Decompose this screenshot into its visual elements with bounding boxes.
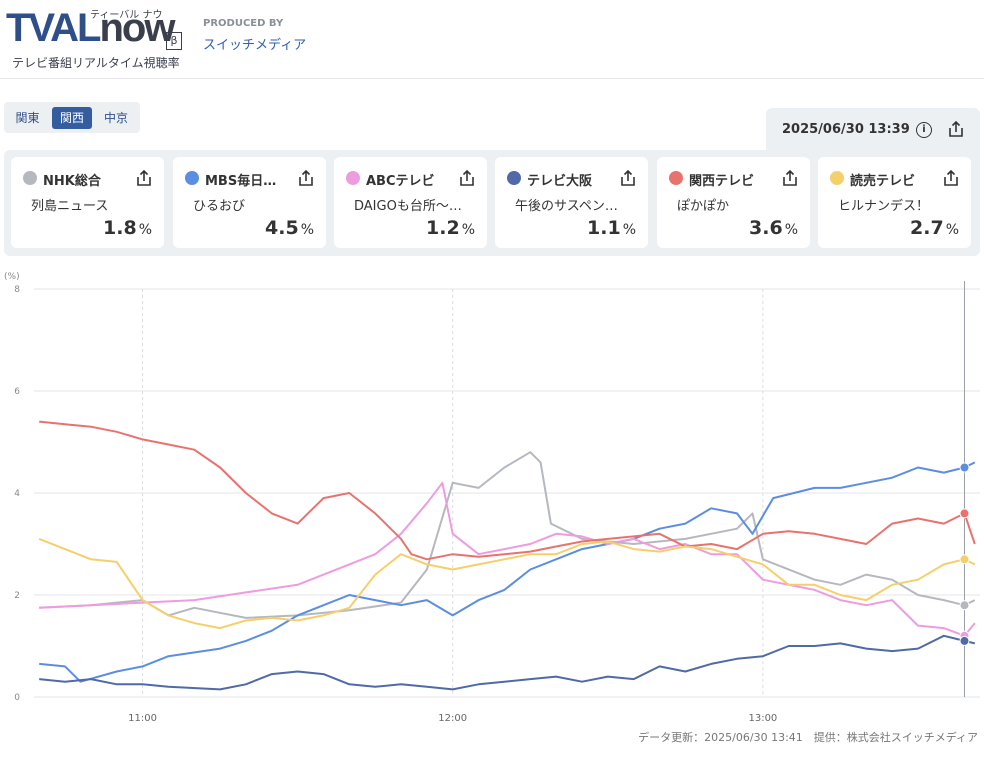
rating-value: 2.7% (910, 217, 959, 239)
info-icon[interactable]: i (916, 122, 932, 138)
series-line (38, 537, 976, 630)
program-title: ひるおび (193, 199, 246, 214)
share-icon[interactable] (942, 169, 960, 187)
rating-number: 4.5 (265, 217, 299, 239)
series-line (39, 420, 976, 561)
share-icon[interactable] (458, 169, 476, 187)
rating-unit: % (945, 222, 959, 238)
y-tick-label: 2 (14, 591, 20, 601)
tvalnow-logo[interactable]: TVALnow ティーバル ナウ β テレビ番組リアルタイム視聴率 (6, 4, 186, 70)
channel-name: MBS毎日… (205, 174, 277, 189)
y-tick-label: 0 (14, 693, 20, 703)
share-icon[interactable] (619, 169, 637, 187)
channel-color-dot (669, 171, 683, 185)
rating-unit: % (461, 222, 475, 238)
logo-wordmark: TVALnow (6, 6, 175, 50)
app-header: TVALnow ティーバル ナウ β テレビ番組リアルタイム視聴率 PRODUC… (0, 0, 984, 79)
tab-chukyo[interactable]: 中京 (103, 111, 128, 125)
program-title: 午後のサスペン… (515, 199, 618, 214)
channel-card[interactable]: 読売テレビ ヒルナンデス！ 2.7% (818, 157, 971, 248)
rating-unit: % (622, 222, 636, 238)
timestamp-box: 2025/06/30 13:39 i (766, 108, 980, 154)
channel-color-dot (23, 171, 37, 185)
series-line (39, 481, 976, 637)
logo-subtitle: テレビ番組リアルタイム視聴率 (12, 56, 180, 70)
produced-by-label: PRODUCED BY (203, 18, 284, 29)
channel-name: 読売テレビ (850, 174, 916, 189)
rating-number: 2.7 (910, 217, 944, 239)
tab-kanto[interactable]: 関東 (15, 111, 40, 125)
logo-text-now: now (99, 6, 175, 50)
share-icon[interactable] (947, 120, 965, 138)
rating-number: 1.8 (103, 217, 137, 239)
x-tick-label: 13:00 (748, 713, 777, 722)
channel-card[interactable]: テレビ大阪 午後のサスペン… 1.1% (495, 157, 648, 248)
rating-unit: % (300, 222, 314, 238)
share-icon[interactable] (135, 169, 153, 187)
channel-name: テレビ大阪 (527, 174, 593, 189)
channel-card[interactable]: MBS毎日… ひるおび 4.5% (173, 157, 326, 248)
channel-panel: NHK総合 列島ニュース 1.8% MBS毎日… ひるおび 4.5% ABCテレ… (4, 150, 980, 256)
rating-value: 1.1% (587, 217, 636, 239)
series-cursor-marker (959, 554, 970, 565)
channel-card[interactable]: ABCテレビ DAIGOも台所〜… 1.2% (334, 157, 487, 248)
rating-value: 1.8% (103, 217, 152, 239)
y-tick-label: 4 (14, 489, 20, 499)
share-icon[interactable] (297, 169, 315, 187)
tab-kansai[interactable]: 関西 (52, 107, 92, 129)
channel-name: 関西テレビ (689, 174, 755, 189)
channel-color-dot (346, 171, 360, 185)
program-title: ヒルナンデス！ (838, 199, 930, 214)
channel-name: ABCテレビ (366, 174, 435, 189)
rating-unit: % (784, 222, 798, 238)
channel-card[interactable]: NHK総合 列島ニュース 1.8% (11, 157, 164, 248)
program-title: ぽかぽか (677, 199, 730, 214)
channel-color-dot (830, 171, 844, 185)
rating-number: 1.2 (426, 217, 460, 239)
x-tick-label: 12:00 (438, 713, 467, 722)
channel-color-dot (507, 171, 521, 185)
channel-card[interactable]: 関西テレビ ぽかぽか 3.6% (657, 157, 810, 248)
series-cursor-marker (959, 635, 970, 646)
rating-value: 3.6% (749, 217, 798, 239)
series-cursor-marker (959, 600, 970, 611)
logo-text-tval: TVAL (6, 6, 101, 50)
program-title: 列島ニュース (31, 199, 109, 214)
series-cursor-marker (959, 508, 970, 519)
channel-color-dot (185, 171, 199, 185)
timestamp: 2025/06/30 13:39 (782, 122, 910, 137)
rating-value: 1.2% (426, 217, 475, 239)
program-title: DAIGOも台所〜… (354, 199, 462, 214)
y-axis-unit-label: (%) (4, 272, 20, 282)
rating-unit: % (138, 222, 152, 238)
y-tick-label: 6 (14, 387, 20, 397)
rating-number: 3.6 (749, 217, 783, 239)
series-line (39, 634, 976, 691)
rating-value: 4.5% (265, 217, 314, 239)
producer-link[interactable]: スイッチメディア (203, 38, 307, 53)
share-icon[interactable] (781, 169, 799, 187)
series-line (39, 451, 976, 619)
rating-number: 1.1 (587, 217, 621, 239)
y-tick-label: 8 (14, 285, 20, 295)
logo-beta-badge: β (166, 32, 182, 50)
region-tabs: 関東 関西 中京 (4, 102, 140, 133)
x-tick-label: 11:00 (128, 713, 157, 722)
channel-name: NHK総合 (43, 174, 101, 189)
data-update-footer: データ更新：2025/06/30 13:41 提供：株式会社スイッチメディア (638, 731, 978, 744)
series-line (39, 461, 976, 683)
series-cursor-marker (959, 462, 970, 473)
logo-kana: ティーバル ナウ (90, 10, 163, 21)
ratings-line-chart[interactable]: (%) 0 2 4 6 8 11:00 12:00 13:00 (0, 262, 984, 722)
